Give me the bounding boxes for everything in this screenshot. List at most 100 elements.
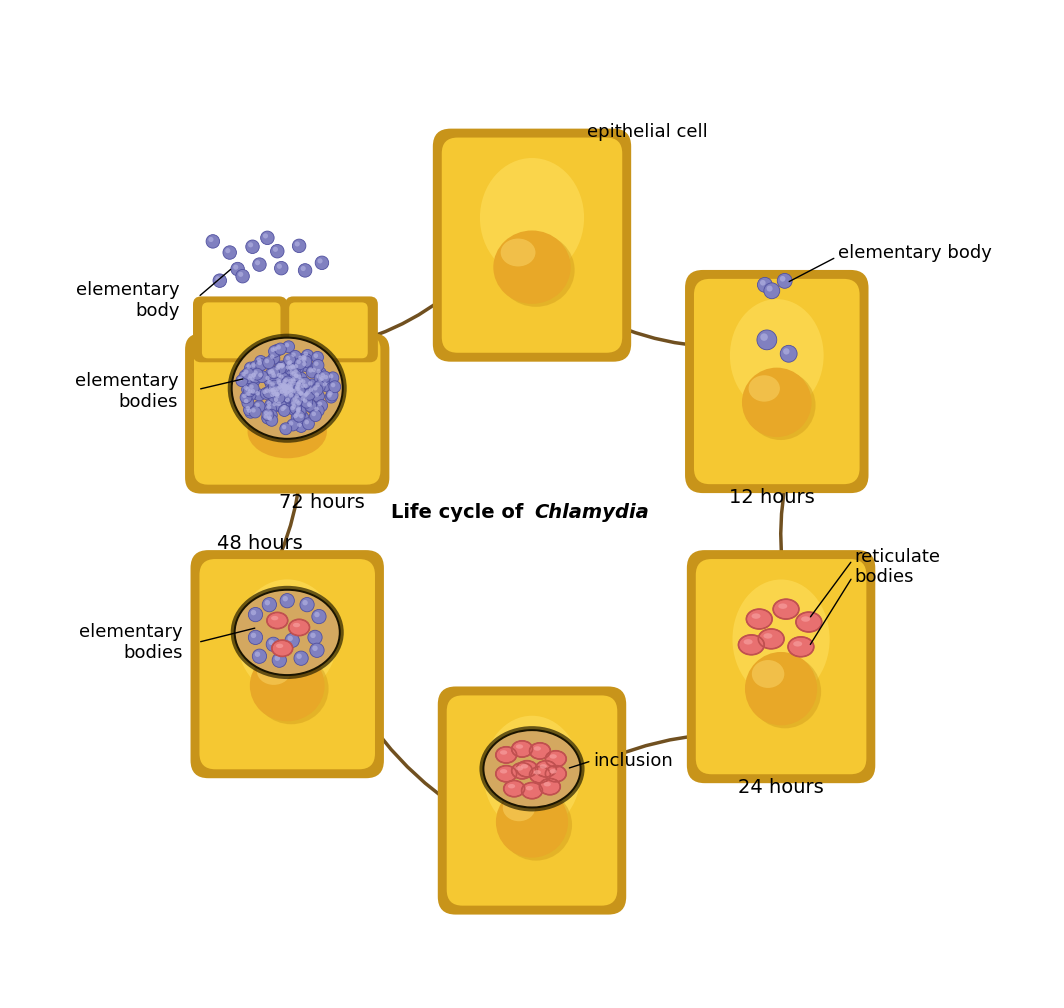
- Circle shape: [280, 364, 284, 369]
- Circle shape: [270, 393, 275, 397]
- Circle shape: [277, 373, 281, 377]
- Circle shape: [780, 346, 797, 362]
- Circle shape: [297, 360, 301, 364]
- Circle shape: [301, 266, 305, 271]
- Circle shape: [304, 400, 317, 412]
- Circle shape: [312, 360, 323, 371]
- Circle shape: [331, 383, 335, 387]
- Circle shape: [299, 377, 311, 389]
- Circle shape: [247, 376, 252, 381]
- Circle shape: [288, 387, 294, 392]
- Circle shape: [247, 364, 251, 369]
- Circle shape: [287, 362, 300, 374]
- Circle shape: [263, 389, 267, 394]
- Circle shape: [272, 392, 277, 396]
- Circle shape: [249, 387, 261, 399]
- Circle shape: [301, 379, 305, 384]
- Circle shape: [253, 389, 265, 401]
- Circle shape: [289, 370, 294, 375]
- Circle shape: [268, 386, 280, 398]
- Circle shape: [312, 411, 316, 416]
- Circle shape: [294, 374, 298, 378]
- FancyBboxPatch shape: [190, 550, 384, 778]
- Circle shape: [271, 345, 283, 356]
- Ellipse shape: [271, 616, 279, 620]
- Circle shape: [268, 387, 273, 392]
- Circle shape: [276, 392, 280, 396]
- Circle shape: [251, 633, 256, 638]
- Circle shape: [314, 406, 319, 411]
- Circle shape: [279, 383, 292, 394]
- Circle shape: [296, 386, 301, 391]
- Circle shape: [314, 362, 318, 366]
- Circle shape: [277, 381, 288, 393]
- Circle shape: [270, 348, 276, 352]
- Circle shape: [302, 600, 307, 606]
- Circle shape: [281, 406, 285, 411]
- Circle shape: [268, 391, 280, 402]
- Circle shape: [303, 383, 307, 388]
- Text: 24 hours: 24 hours: [738, 778, 824, 797]
- Circle shape: [263, 374, 276, 386]
- Circle shape: [316, 375, 328, 387]
- Circle shape: [249, 406, 261, 418]
- Circle shape: [275, 371, 286, 383]
- Circle shape: [249, 371, 262, 382]
- Circle shape: [283, 387, 288, 391]
- Circle shape: [268, 380, 280, 392]
- Ellipse shape: [480, 158, 584, 277]
- Circle shape: [299, 353, 311, 365]
- Ellipse shape: [496, 766, 517, 782]
- Ellipse shape: [480, 726, 584, 811]
- Ellipse shape: [801, 616, 810, 622]
- FancyBboxPatch shape: [202, 302, 281, 358]
- Circle shape: [288, 390, 293, 395]
- Circle shape: [315, 392, 319, 397]
- Circle shape: [278, 382, 289, 394]
- Circle shape: [280, 389, 284, 393]
- Circle shape: [293, 383, 304, 395]
- Circle shape: [283, 382, 296, 393]
- Circle shape: [270, 388, 275, 392]
- Circle shape: [280, 403, 292, 415]
- Circle shape: [267, 415, 271, 420]
- Circle shape: [284, 378, 288, 383]
- Circle shape: [273, 384, 286, 396]
- Ellipse shape: [233, 339, 342, 437]
- Ellipse shape: [751, 613, 761, 619]
- Circle shape: [277, 378, 281, 383]
- Circle shape: [283, 384, 296, 396]
- Circle shape: [262, 412, 273, 424]
- Circle shape: [270, 385, 282, 397]
- Circle shape: [280, 385, 292, 397]
- Circle shape: [270, 371, 276, 375]
- Circle shape: [279, 374, 284, 379]
- Circle shape: [299, 381, 311, 393]
- FancyBboxPatch shape: [437, 686, 627, 914]
- Circle shape: [233, 265, 238, 270]
- Circle shape: [272, 402, 277, 406]
- Circle shape: [286, 358, 298, 370]
- Circle shape: [296, 406, 301, 411]
- Circle shape: [310, 366, 321, 378]
- Ellipse shape: [520, 764, 528, 768]
- Ellipse shape: [271, 640, 293, 656]
- Circle shape: [316, 369, 320, 373]
- Circle shape: [281, 363, 285, 368]
- Circle shape: [783, 348, 789, 355]
- Circle shape: [300, 360, 312, 372]
- Circle shape: [267, 387, 279, 399]
- Circle shape: [285, 343, 289, 348]
- Circle shape: [266, 414, 278, 426]
- Circle shape: [240, 391, 252, 403]
- FancyBboxPatch shape: [433, 129, 631, 362]
- Ellipse shape: [497, 234, 575, 306]
- Circle shape: [277, 345, 281, 350]
- Ellipse shape: [530, 743, 550, 759]
- Circle shape: [294, 373, 299, 378]
- Circle shape: [295, 394, 299, 398]
- Circle shape: [298, 264, 312, 277]
- Circle shape: [266, 368, 278, 379]
- Circle shape: [312, 610, 326, 624]
- Circle shape: [297, 401, 301, 405]
